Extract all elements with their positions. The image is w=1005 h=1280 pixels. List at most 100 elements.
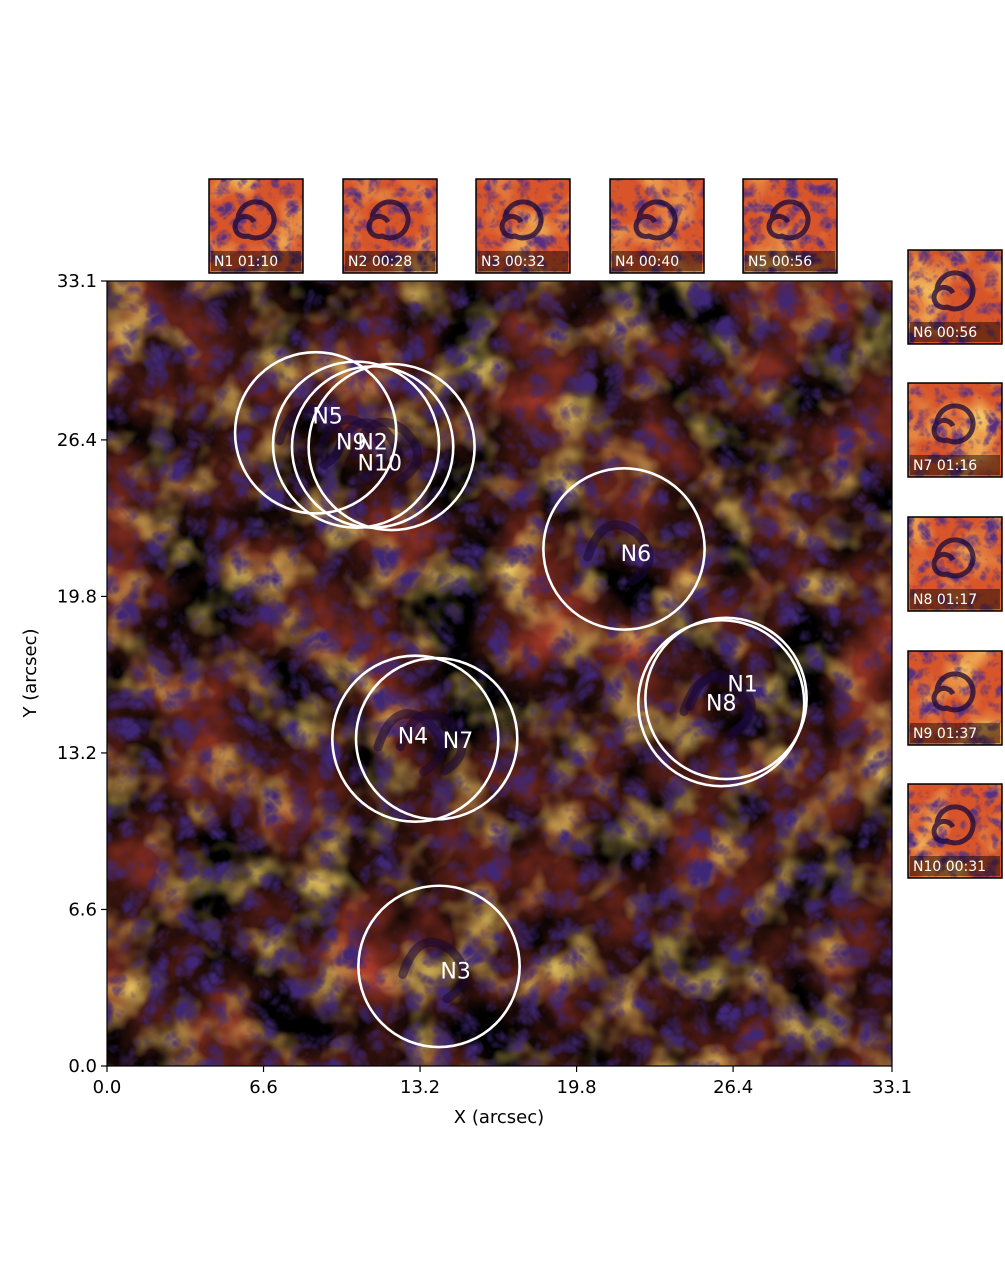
y-tick-label: 0.0 bbox=[68, 1056, 97, 1077]
inset-frame bbox=[907, 249, 1003, 345]
inset-label-background bbox=[910, 455, 1000, 475]
vortex-swirl bbox=[395, 710, 467, 776]
inset-panel-n5: N5 00:56 bbox=[742, 178, 838, 274]
inset-swirl bbox=[931, 804, 976, 846]
inset-label: N6 00:56 bbox=[913, 325, 977, 341]
inset-frame bbox=[907, 516, 1003, 612]
inset-swirl bbox=[633, 199, 678, 241]
inset-panel-n9: N9 01:37 bbox=[907, 650, 1003, 746]
inset-frame bbox=[609, 178, 705, 274]
inset-texture bbox=[908, 250, 1002, 344]
vortex-circle-n4 bbox=[331, 654, 500, 824]
vortex-swirl bbox=[373, 709, 446, 777]
inset-texture bbox=[209, 179, 303, 273]
inset-swirl bbox=[366, 199, 411, 241]
x-tick-label: 0.0 bbox=[93, 1077, 122, 1098]
vortex-circle-n6 bbox=[542, 467, 706, 631]
inset-frame bbox=[907, 650, 1003, 746]
inset-label-background bbox=[910, 589, 1000, 609]
inset-label: N7 01:16 bbox=[913, 458, 977, 474]
vortex-swirl bbox=[679, 673, 752, 741]
inset-swirl bbox=[232, 199, 277, 241]
vortex-label-n10: N10 bbox=[358, 452, 402, 477]
vortex-label-n1: N1 bbox=[727, 672, 757, 697]
inset-frame bbox=[342, 178, 438, 274]
vortex-label-n7: N7 bbox=[443, 729, 473, 754]
inset-label: N9 01:37 bbox=[913, 726, 977, 742]
inset-label: N8 01:17 bbox=[913, 592, 977, 608]
y-tick-label: 26.4 bbox=[57, 430, 97, 451]
x-axis-label: X (arcsec) bbox=[454, 1107, 544, 1128]
y-tick-label: 6.6 bbox=[68, 899, 97, 920]
vortex-label-n5: N5 bbox=[312, 404, 342, 429]
inset-frame bbox=[208, 178, 304, 274]
inset-label-background bbox=[910, 723, 1000, 743]
inset-label-background bbox=[478, 251, 568, 271]
y-axis-label: Y (arcsec) bbox=[20, 628, 41, 718]
inset-texture bbox=[610, 179, 704, 273]
inset-texture bbox=[343, 179, 437, 273]
inset-texture bbox=[908, 651, 1002, 745]
inset-label-background bbox=[612, 251, 702, 271]
inset-label: N4 00:40 bbox=[615, 254, 679, 270]
inset-texture bbox=[908, 383, 1002, 477]
inset-label: N1 01:10 bbox=[214, 254, 278, 270]
y-tick-label: 33.1 bbox=[57, 271, 97, 292]
y-tick-label: 13.2 bbox=[57, 743, 97, 764]
vortex-swirl bbox=[331, 418, 403, 484]
vortex-label-n3: N3 bbox=[440, 959, 470, 984]
x-tick-label: 19.8 bbox=[557, 1077, 597, 1098]
inset-frame bbox=[907, 783, 1003, 879]
inset-label-background bbox=[745, 251, 835, 271]
inset-swirl bbox=[931, 270, 976, 312]
x-tick-label: 13.2 bbox=[400, 1077, 440, 1098]
inset-texture bbox=[908, 517, 1002, 611]
vortex-label-n9: N9 bbox=[336, 430, 366, 455]
vortex-circle-n5 bbox=[233, 350, 398, 515]
vortex-label-n6: N6 bbox=[621, 542, 651, 567]
inset-label: N3 00:32 bbox=[481, 254, 545, 270]
vortex-swirl bbox=[398, 937, 469, 1004]
inset-panel-n10: N10 00:31 bbox=[907, 783, 1003, 879]
inset-panel-n4: N4 00:40 bbox=[609, 178, 705, 274]
vortex-circle-n9 bbox=[271, 360, 441, 529]
x-axis: 0.0 6.6 13.2 19.8 26.4 33.1 bbox=[93, 1066, 912, 1098]
inset-swirl bbox=[499, 199, 544, 241]
vortex-label-n8: N8 bbox=[706, 691, 736, 716]
inset-panel-n3: N3 00:32 bbox=[475, 178, 571, 274]
inset-label: N10 00:31 bbox=[913, 859, 986, 875]
y-axis: 0.0 6.6 13.2 19.8 26.4 33.1 bbox=[57, 271, 107, 1077]
vortex-circle-n8 bbox=[636, 618, 806, 788]
vortex-swirl bbox=[314, 415, 387, 483]
vortex-label-n2: N2 bbox=[357, 430, 387, 455]
vortex-circle-n2 bbox=[307, 362, 476, 532]
inset-panel-n6: N6 00:56 bbox=[907, 249, 1003, 345]
inset-label-background bbox=[345, 251, 435, 271]
plot-frame bbox=[106, 280, 893, 1067]
inset-swirl bbox=[931, 671, 976, 713]
inset-swirl bbox=[931, 537, 976, 579]
vortex-swirl bbox=[349, 417, 423, 485]
inset-panel-n7: N7 01:16 bbox=[907, 382, 1003, 478]
inset-swirl bbox=[931, 403, 976, 445]
vortex-swirl bbox=[583, 520, 654, 586]
x-tick-label: 33.1 bbox=[872, 1077, 912, 1098]
inset-frame bbox=[742, 178, 838, 274]
inset-label-background bbox=[910, 856, 1000, 876]
vortex-circle-n3 bbox=[357, 884, 521, 1049]
inset-panel-n8: N8 01:17 bbox=[907, 516, 1003, 612]
inset-panels: N1 01:10 N2 00:28 N3 00:32 N4 00:40 N5 00:56… bbox=[208, 178, 1003, 879]
inset-label-background bbox=[211, 251, 301, 271]
inset-label: N5 00:56 bbox=[748, 254, 812, 270]
vortex-label-n4: N4 bbox=[398, 724, 428, 749]
y-tick-label: 19.8 bbox=[57, 586, 97, 607]
x-tick-label: 26.4 bbox=[713, 1077, 753, 1098]
inset-texture bbox=[908, 784, 1002, 878]
x-tick-label: 6.6 bbox=[249, 1077, 278, 1098]
inset-texture bbox=[476, 179, 570, 273]
inset-panel-n1: N1 01:10 bbox=[208, 178, 304, 274]
inset-label-background bbox=[910, 322, 1000, 342]
vortex-circle-n1 bbox=[644, 616, 808, 781]
vortex-circle-n10 bbox=[290, 365, 455, 529]
